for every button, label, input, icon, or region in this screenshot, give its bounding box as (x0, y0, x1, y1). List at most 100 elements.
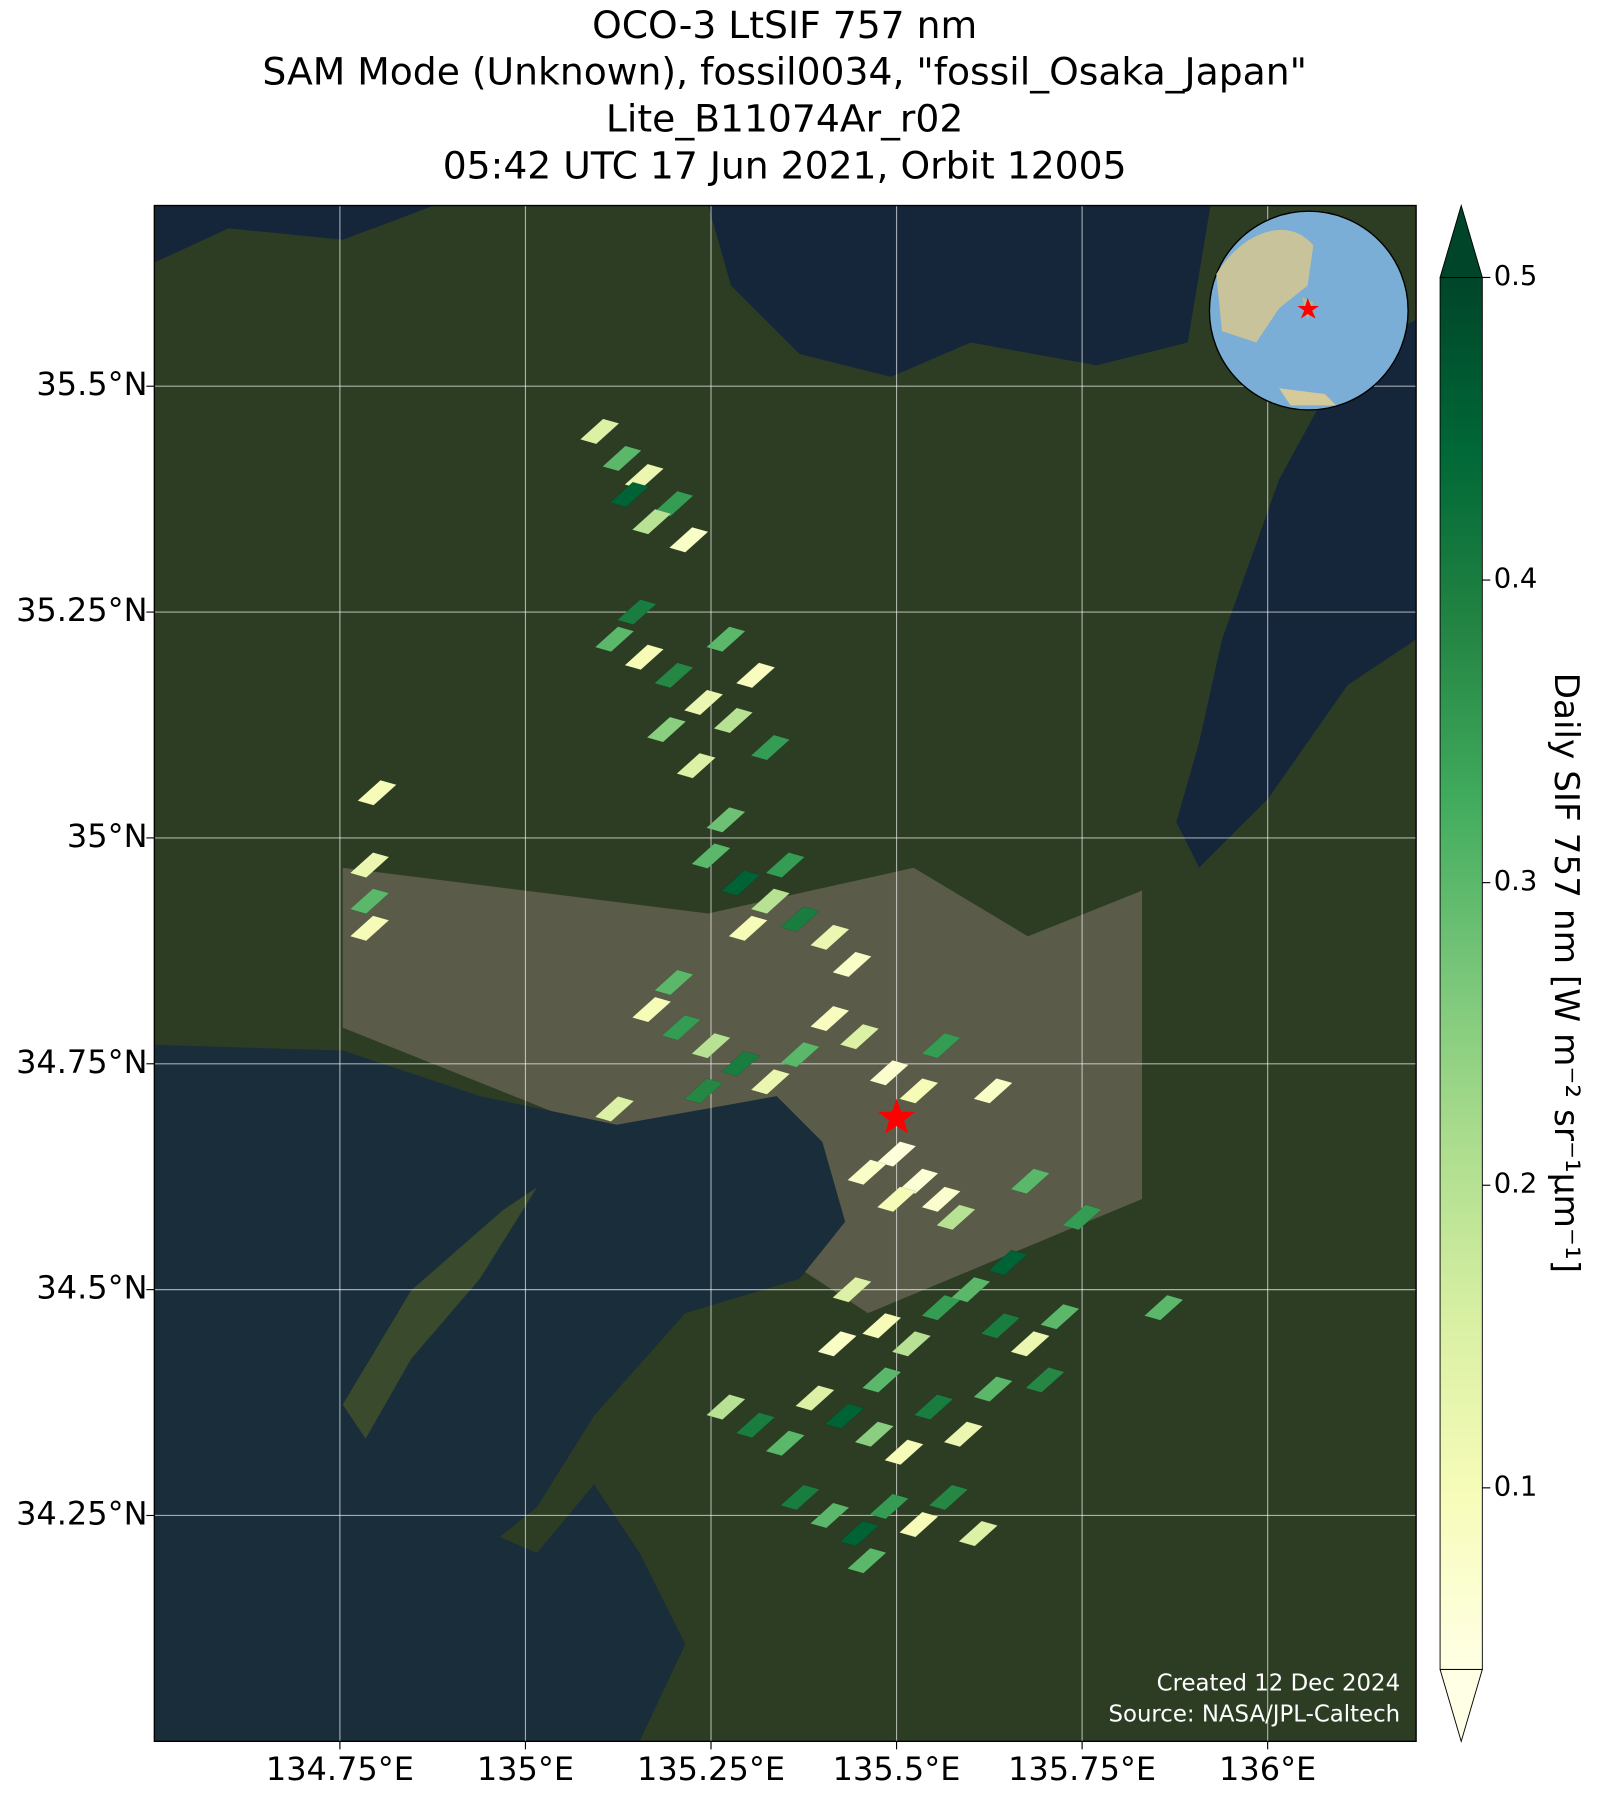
sif-footprint (750, 888, 791, 915)
island (342, 1187, 537, 1439)
colorbar-tick-label: 0.2 (1494, 1169, 1538, 1200)
sif-footprint (705, 1394, 746, 1420)
title-line: OCO-3 LtSIF 757 nm (592, 3, 977, 47)
osaka-bay (154, 1044, 846, 1553)
sif-footprint (898, 1511, 939, 1538)
sif-footprint (943, 1421, 984, 1448)
sif-footprint (683, 689, 724, 716)
sif-footprint (357, 779, 397, 806)
sea (154, 205, 435, 263)
sif-footprint (728, 915, 769, 942)
colorbar-extend-min (1439, 1668, 1483, 1743)
sif-footprint (913, 1394, 954, 1420)
sif-footprint (1039, 1303, 1080, 1330)
colorbar-label: Daily SIF 757 nm [W m⁻² sr⁻¹μm⁻¹] (1546, 673, 1586, 1273)
sif-footprint (883, 1439, 924, 1466)
sif-footprint (928, 1484, 969, 1511)
sif-footprint (869, 1059, 910, 1086)
sif-footprint (705, 806, 746, 833)
x-tick-label: 134.75°E (266, 1750, 414, 1788)
sif-footprint (1010, 1168, 1051, 1195)
sif-footprint (661, 1014, 702, 1041)
y-tick-label: 34.25°N (16, 1494, 147, 1532)
credit: Source: NASA/JPL-Caltech (1109, 1702, 1401, 1728)
x-tick-label: 135°E (477, 1750, 574, 1788)
grid (154, 205, 1417, 1742)
sif-footprint (594, 626, 635, 653)
sif-footprint (973, 1376, 1014, 1402)
credit: Created 12 Dec 2024 (1157, 1671, 1400, 1697)
sif-footprint (631, 508, 672, 535)
globe-site (1297, 298, 1320, 319)
globe-land (1279, 388, 1337, 406)
sif-footprint (780, 1041, 821, 1068)
sif-footprint (898, 1077, 939, 1104)
sif-footprint (832, 951, 873, 978)
sif-footprint (713, 707, 754, 734)
colorbar-tick-label: 0.5 (1494, 261, 1538, 292)
colorbar-tick-label: 0.4 (1494, 564, 1538, 595)
y-tick-label: 35.5°N (36, 365, 147, 403)
sif-footprint (765, 852, 806, 878)
sif-footprint (839, 1520, 880, 1547)
colorbar-frame (1439, 277, 1483, 1670)
y-tick-label: 35°N (67, 817, 148, 855)
footprints (349, 418, 1184, 1574)
sif-footprint (720, 1050, 761, 1077)
sif-footprint (646, 716, 687, 743)
sif-footprint (609, 481, 650, 508)
sif-footprint (854, 1421, 895, 1448)
sea (708, 205, 1211, 377)
sif-footprint (921, 1032, 962, 1059)
y-tick-label: 34.5°N (36, 1269, 147, 1307)
sea (154, 1210, 686, 1742)
map-frame (153, 204, 1417, 1743)
sif-footprint (624, 644, 665, 671)
sif-footprint (817, 1330, 858, 1357)
sif-footprint (846, 1159, 887, 1186)
sif-footprint (349, 915, 390, 942)
sif-footprint (616, 599, 657, 625)
colorbar-tick-label: 0.1 (1494, 1471, 1538, 1502)
sif-footprint (950, 1276, 991, 1303)
sif-footprint (958, 1520, 999, 1547)
sif-footprint (839, 1023, 880, 1050)
sif-footprint (1010, 1330, 1051, 1357)
sif-footprint (921, 1186, 962, 1213)
sif-footprint (750, 1068, 791, 1095)
sif-footprint (653, 969, 694, 996)
sif-footprint (668, 526, 709, 553)
sif-footprint (676, 752, 717, 779)
sif-footprint (691, 1032, 731, 1059)
x-tick-label: 135.25°E (637, 1750, 785, 1788)
sif-footprint (735, 1412, 776, 1439)
colorbar: 0.1 0.2 0.3 0.4 0.5 Daily SIF 757 nm [W m⁻² s… (1439, 203, 1586, 1743)
sif-footprint (349, 852, 390, 878)
globe-land (1216, 229, 1314, 343)
sif-footprint (794, 1385, 835, 1411)
x-tick-label: 136°E (1219, 1750, 1316, 1788)
lake (1176, 319, 1417, 868)
sif-footprint (750, 734, 791, 761)
y-tick-label: 35.25°N (16, 591, 147, 629)
sif-footprint (809, 1005, 850, 1032)
basemap (154, 205, 1417, 1742)
colorbar-tick-label: 0.3 (1494, 866, 1538, 897)
y-tick-label: 34.75°N (16, 1043, 147, 1081)
colorbar-scale (1440, 277, 1483, 1670)
sif-footprint (869, 1493, 910, 1520)
sif-footprint (861, 1367, 902, 1393)
sif-footprint (935, 1204, 976, 1231)
sif-footprint (987, 1249, 1028, 1276)
sif-footprint (683, 1077, 724, 1104)
sif-footprint (980, 1312, 1021, 1339)
sif-footprint (1062, 1204, 1103, 1231)
sif-footprint (631, 996, 672, 1023)
colorbar-extend-max (1439, 203, 1483, 278)
inset-globe (1208, 210, 1409, 411)
sif-footprint (832, 1276, 873, 1303)
sif-footprint (349, 888, 390, 915)
title-line: SAM Mode (Unknown), fossil0034, "fossil_… (262, 50, 1307, 94)
